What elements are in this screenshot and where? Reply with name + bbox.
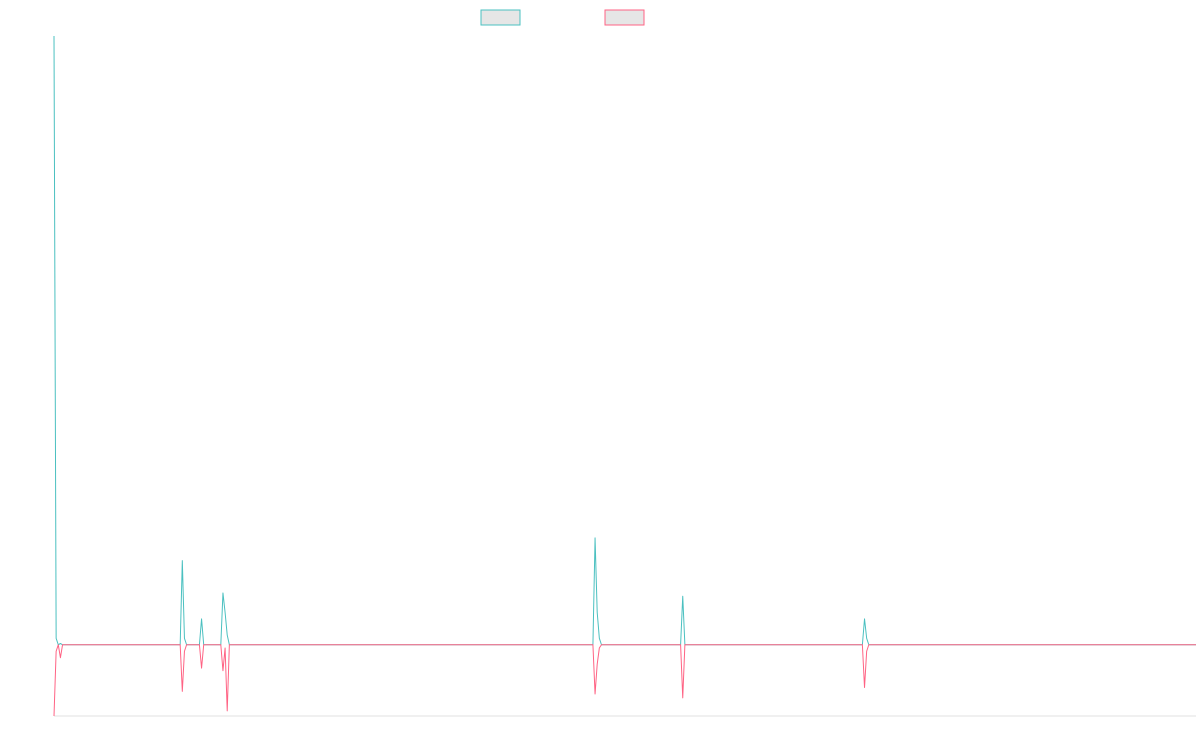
- line-series-b[interactable]: [53, 644, 1196, 717]
- legend-swatch-series-a[interactable]: [480, 9, 521, 26]
- legend-swatch-series-b[interactable]: [604, 9, 645, 26]
- line-series-a[interactable]: [53, 35, 1196, 646]
- series-layer: [53, 35, 1196, 717]
- legend: [480, 9, 645, 26]
